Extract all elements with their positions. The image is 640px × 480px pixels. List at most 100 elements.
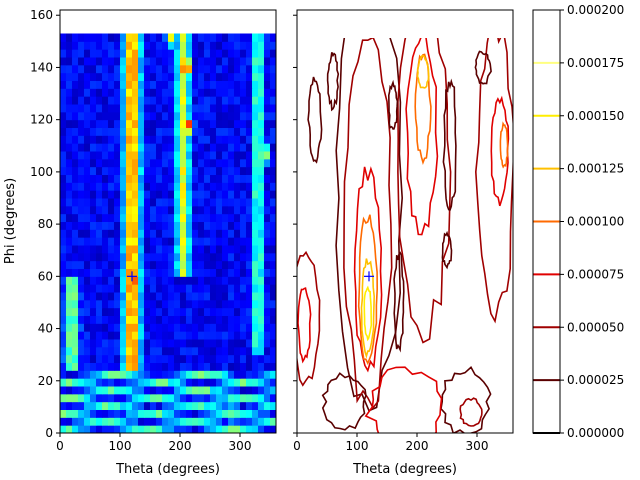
heatmap-cell [222, 409, 229, 418]
heatmap-cell [120, 72, 127, 81]
heatmap-cell [258, 80, 265, 89]
heatmap-cell [216, 378, 223, 387]
heatmap-cell [246, 213, 253, 222]
heatmap-cell [186, 268, 193, 277]
heatmap-cell [264, 276, 271, 285]
heatmap-cell [216, 393, 223, 403]
heatmap-cell [180, 425, 187, 434]
heatmap-cell [252, 393, 259, 403]
heatmap-cell [216, 229, 223, 238]
heatmap-cell [210, 292, 217, 301]
heatmap-cell [228, 135, 235, 144]
heatmap-cell [192, 299, 199, 309]
heatmap-cell [168, 33, 175, 42]
heatmap-cell [102, 80, 109, 89]
heatmap-cell [114, 346, 121, 356]
heatmap-cell [84, 354, 91, 363]
heatmap-cell [168, 401, 175, 410]
heatmap-cell [246, 221, 253, 230]
heatmap-cell [186, 182, 193, 191]
heatmap-cell [162, 331, 169, 340]
heatmap-cell [180, 252, 187, 262]
heatmap-cell [72, 205, 79, 215]
heatmap-cell [108, 96, 115, 105]
heatmap-cell [96, 401, 103, 410]
heatmap-cell [102, 370, 109, 379]
heatmap-cell [102, 386, 109, 395]
heatmap-cell [264, 260, 271, 269]
heatmap-cell [240, 151, 247, 160]
heatmap-cell [72, 354, 79, 363]
heatmap-cell [222, 346, 229, 356]
heatmap-cell [234, 284, 241, 293]
heatmap-cell [198, 127, 205, 136]
heatmap-cell [210, 229, 217, 238]
heatmap-cell [252, 268, 259, 277]
heatmap-cell [198, 119, 205, 128]
heatmap-cell [156, 221, 163, 230]
heatmap-cell [102, 425, 109, 434]
heatmap-cell [258, 268, 265, 277]
heatmap-cell [234, 393, 241, 403]
heatmap-cell [72, 386, 79, 395]
heatmap-cell [120, 190, 127, 199]
heatmap-cell [186, 143, 193, 152]
heatmap-cell [132, 323, 139, 332]
heatmap-cell [240, 198, 247, 207]
heatmap-cell [132, 252, 139, 262]
heatmap-cell [174, 80, 181, 89]
heatmap-cell [120, 182, 127, 191]
heatmap-cell [192, 72, 199, 81]
heatmap-cell [234, 299, 241, 309]
heatmap-cell [270, 57, 277, 66]
heatmap-cell [192, 104, 199, 113]
heatmap-cell [264, 143, 271, 152]
heatmap-cell [192, 245, 199, 254]
heatmap-cell [66, 362, 73, 371]
colorbar-tick-label: 0.000200 [567, 3, 624, 17]
heatmap-cell [144, 127, 151, 136]
colorbar-tick-label: 0.000000 [567, 426, 624, 440]
heatmap-cell [246, 393, 253, 403]
heatmap-cell [78, 323, 85, 332]
heatmap-cell [240, 409, 247, 418]
heatmap-cell [240, 292, 247, 301]
heatmap-cell [192, 307, 199, 316]
heatmap-cell [168, 252, 175, 262]
heatmap-cell [210, 268, 217, 277]
heatmap-cell [144, 425, 151, 434]
heatmap-cell [120, 221, 127, 230]
heatmap-cell [156, 393, 163, 403]
heatmap-cell [66, 151, 73, 160]
heatmap-cell [240, 323, 247, 332]
heatmap-cell [138, 205, 145, 215]
heatmap-cell [60, 96, 67, 105]
heatmap-cell [198, 425, 205, 434]
heatmap-cell [114, 33, 121, 42]
heatmap-cell [90, 315, 97, 324]
heatmap-cell [138, 119, 145, 128]
heatmap-cell [204, 268, 211, 277]
heatmap-cell [186, 378, 193, 387]
heatmap-cell [216, 221, 223, 230]
heatmap-cell [222, 378, 229, 387]
heatmap-cell [270, 252, 277, 262]
heatmap-cell [66, 104, 73, 113]
heatmap-cell [264, 237, 271, 246]
heatmap-cell [240, 229, 247, 238]
heatmap-cell [120, 378, 127, 387]
heatmap-cell [198, 205, 205, 215]
heatmap-cell [240, 80, 247, 89]
heatmap-cell [192, 174, 199, 183]
heatmap-cell [78, 72, 85, 81]
heatmap-cell [66, 409, 73, 418]
heatmap-cell [84, 229, 91, 238]
heatmap-cell [66, 339, 73, 348]
heatmap-cell [114, 64, 121, 74]
heatmap-cell [114, 393, 121, 403]
heatmap-cell [78, 386, 85, 395]
heatmap-cell [150, 151, 157, 160]
heatmap-cell [186, 260, 193, 269]
heatmap-cell [204, 292, 211, 301]
heatmap-cell [90, 393, 97, 403]
